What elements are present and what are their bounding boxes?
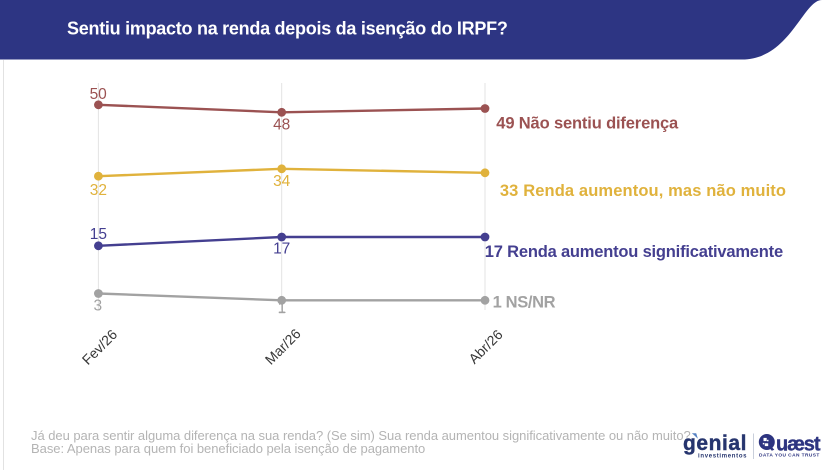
svg-text:DATA YOU CAN TRUST: DATA YOU CAN TRUST bbox=[759, 453, 820, 459]
svg-text:49 Não sentiu diferença: 49 Não sentiu diferença bbox=[496, 114, 679, 132]
svg-text:50: 50 bbox=[90, 86, 108, 103]
svg-text:34: 34 bbox=[273, 173, 291, 190]
svg-text:genial: genial bbox=[683, 432, 747, 455]
svg-text:48: 48 bbox=[273, 117, 290, 134]
svg-text:Abr/26: Abr/26 bbox=[465, 326, 506, 367]
svg-text:32: 32 bbox=[90, 182, 107, 199]
svg-text:3: 3 bbox=[93, 298, 102, 315]
svg-text:uæst: uæst bbox=[776, 434, 821, 456]
svg-text:17 Renda aumentou significativ: 17 Renda aumentou significativamente bbox=[485, 243, 783, 261]
svg-text:33 Renda aumentou, mas não mui: 33 Renda aumentou, mas não muito bbox=[500, 182, 786, 200]
svg-text:1: 1 bbox=[278, 300, 287, 317]
svg-text:17: 17 bbox=[273, 241, 290, 258]
svg-text:1 NS/NR: 1 NS/NR bbox=[493, 294, 556, 312]
svg-text:Mar/26: Mar/26 bbox=[262, 325, 304, 367]
svg-text:investimentos: investimentos bbox=[698, 453, 747, 459]
svg-text:15: 15 bbox=[90, 226, 107, 243]
svg-text:Fev/26: Fev/26 bbox=[79, 326, 121, 368]
svg-text:Sentiu impacto na renda depois: Sentiu impacto na renda depois da isençã… bbox=[67, 19, 508, 39]
